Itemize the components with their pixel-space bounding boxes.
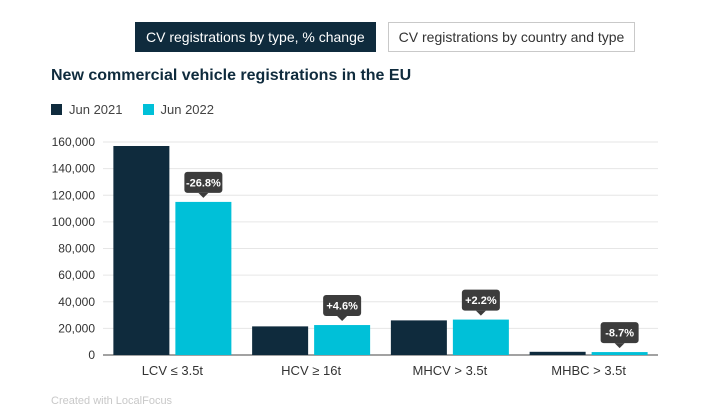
y-tick-label: 40,000 (58, 295, 95, 309)
bar-series-2 (175, 201, 232, 355)
y-tick-label: 0 (88, 348, 95, 362)
bar-series-2 (452, 319, 509, 355)
legend-item-series-1[interactable]: Jun 2021 (51, 102, 123, 117)
chart-legend: Jun 2021 Jun 2022 (51, 102, 214, 117)
y-tick-label: 140,000 (52, 162, 96, 176)
y-tick-label: 120,000 (52, 188, 96, 202)
bar-series-1 (529, 351, 586, 355)
change-badge-pointer (475, 310, 486, 316)
change-badge-pointer (337, 316, 348, 322)
tab-cv-registrations-by-country[interactable]: CV registrations by country and type (387, 22, 636, 52)
change-label: +2.2% (465, 295, 497, 307)
bar-series-1 (113, 145, 170, 355)
y-tick-label: 100,000 (52, 215, 96, 229)
bar-series-1 (390, 320, 447, 355)
legend-item-series-2[interactable]: Jun 2022 (142, 102, 215, 117)
y-tick-label: 160,000 (52, 135, 96, 149)
tab-cv-registrations-by-type[interactable]: CV registrations by type, % change (135, 22, 376, 52)
bar-series-1 (252, 326, 309, 355)
y-tick-label: 60,000 (58, 268, 95, 282)
change-label: -26.8% (186, 177, 221, 189)
x-tick-label: LCV ≤ 3.5t (142, 363, 204, 378)
bar-series-2 (314, 325, 371, 355)
y-tick-label: 80,000 (58, 242, 95, 256)
footer-credit: Created with LocalFocus (51, 395, 173, 407)
bar-series-2 (591, 352, 648, 355)
legend-label-series-2: Jun 2022 (160, 102, 215, 117)
change-label: -8.7% (605, 328, 634, 340)
change-badge-pointer (614, 343, 625, 349)
legend-swatch-series-1 (51, 104, 62, 115)
legend-label-series-1: Jun 2021 (69, 102, 123, 117)
x-tick-label: HCV ≥ 16t (281, 363, 341, 378)
change-label: +4.6% (326, 301, 358, 313)
legend-swatch-series-2 (142, 104, 154, 115)
x-tick-label: MHBC > 3.5t (551, 363, 626, 378)
x-tick-label: MHCV > 3.5t (412, 363, 487, 378)
y-tick-label: 20,000 (58, 321, 95, 335)
change-badge (461, 289, 500, 311)
change-badge (323, 295, 362, 317)
tab-bar: CV registrations by type, % change CV re… (135, 22, 636, 52)
chart-title: New commercial vehicle registrations in … (51, 67, 412, 84)
change-badge-pointer (198, 192, 209, 198)
change-badge (600, 322, 639, 344)
change-badge (184, 171, 223, 193)
